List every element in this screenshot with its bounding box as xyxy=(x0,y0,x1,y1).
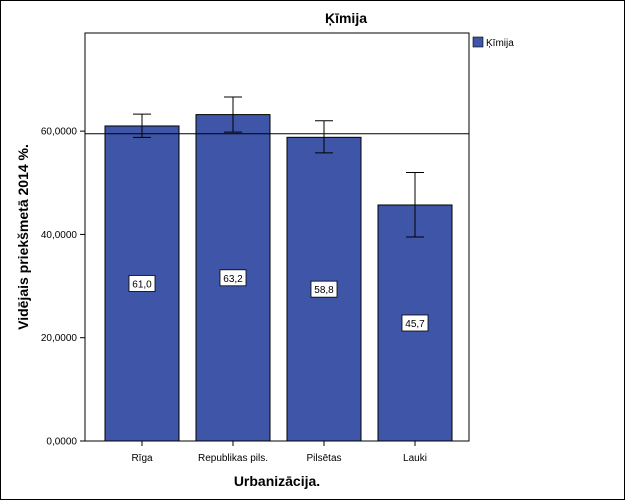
legend-label: Ķīmija xyxy=(486,38,514,49)
data-label-box xyxy=(128,275,156,292)
y-tick-label: 0,0000 xyxy=(46,437,77,448)
data-label-box xyxy=(219,269,247,287)
data-label: 45,7 xyxy=(405,319,425,330)
y-tick-label: 20,0000 xyxy=(41,333,78,344)
legend-swatch xyxy=(472,36,484,48)
bars-layer: 61,0 63,2 58,8 45,7 xyxy=(85,96,469,442)
x-axis-title: Urbanizācija. xyxy=(234,473,320,489)
chart-title: Ķīmija xyxy=(325,10,367,26)
data-label-box xyxy=(310,280,338,298)
x-tick-label: Lauki xyxy=(403,453,427,464)
x-tick-label: Republikas pils. xyxy=(198,453,268,464)
data-label: 58,8 xyxy=(314,285,334,296)
y-axis: 0,0000 20,0000 40,0000 60,0000 xyxy=(41,127,85,448)
x-tick-label: Pilsētas xyxy=(306,453,341,464)
y-tick-label: 60,0000 xyxy=(41,127,78,138)
x-tick-label: Rīga xyxy=(131,453,153,464)
legend: Ķīmija xyxy=(472,36,514,49)
data-label: 61,0 xyxy=(132,279,152,290)
y-axis-title: Vidējais priekšmetā 2014 %. xyxy=(15,144,31,330)
data-label: 63,2 xyxy=(223,274,243,285)
x-axis: Rīga Republikas pils. Pilsētas Lauki xyxy=(131,441,427,464)
y-tick-label: 40,0000 xyxy=(41,230,78,241)
data-label-box xyxy=(401,314,429,332)
